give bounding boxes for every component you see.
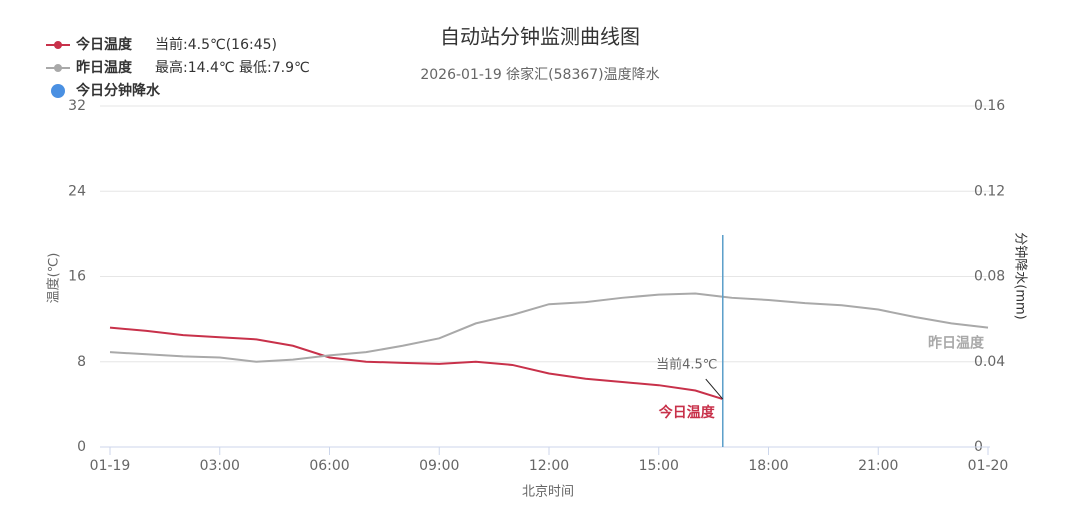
x-tick-label: 01-20	[968, 458, 1009, 474]
x-tick-label: 06:00	[309, 458, 349, 474]
legend-note: 当前:4.5℃(16:45)	[155, 36, 277, 53]
y-tick-label: 8	[77, 354, 86, 370]
legend-symbol	[54, 41, 62, 49]
legend-label: 今日分钟降水	[75, 82, 161, 99]
y2-tick-label: 0.16	[974, 98, 1005, 114]
series-line	[109, 326, 724, 401]
chart-title: 自动站分钟监测曲线图	[440, 25, 640, 49]
series-end-label: 今日温度	[658, 404, 716, 421]
series-end-label: 昨日温度	[928, 335, 985, 352]
x-tick-label: 03:00	[200, 458, 240, 474]
x-tick-label: 09:00	[419, 458, 459, 474]
annotation-pointer	[705, 378, 724, 400]
y-tick-label: 0	[77, 439, 86, 455]
y-tick-label: 24	[68, 183, 86, 199]
y-axis-label: 温度(℃)	[46, 253, 62, 304]
x-tick-label: 12:00	[529, 458, 569, 474]
x-tick-label: 21:00	[858, 458, 898, 474]
x-tick-label: 01-19	[90, 458, 131, 474]
x-axis-label: 北京时间	[522, 485, 574, 500]
y2-tick-label: 0.12	[974, 183, 1005, 199]
y-tick-label: 16	[68, 269, 86, 285]
annotation: 当前4.5℃	[656, 357, 717, 373]
x-tick-label: 18:00	[748, 458, 788, 474]
legend-note: 最高:14.4℃ 最低:7.9℃	[155, 59, 310, 76]
legend-label: 昨日温度	[76, 59, 133, 76]
y-tick-label: 32	[68, 98, 86, 114]
y2-axis-label: 分钟降水(mm)	[1013, 232, 1029, 319]
y2-tick-label: 0.08	[974, 269, 1005, 285]
legend-symbol	[51, 84, 65, 98]
legend-label: 今日温度	[75, 36, 133, 53]
series-line	[109, 292, 989, 363]
x-tick-label: 15:00	[639, 458, 679, 474]
legend-symbol	[54, 64, 62, 72]
y2-tick-label: 0.04	[974, 354, 1005, 370]
chart-subtitle: 2026-01-19 徐家汇(58367)温度降水	[420, 66, 659, 83]
